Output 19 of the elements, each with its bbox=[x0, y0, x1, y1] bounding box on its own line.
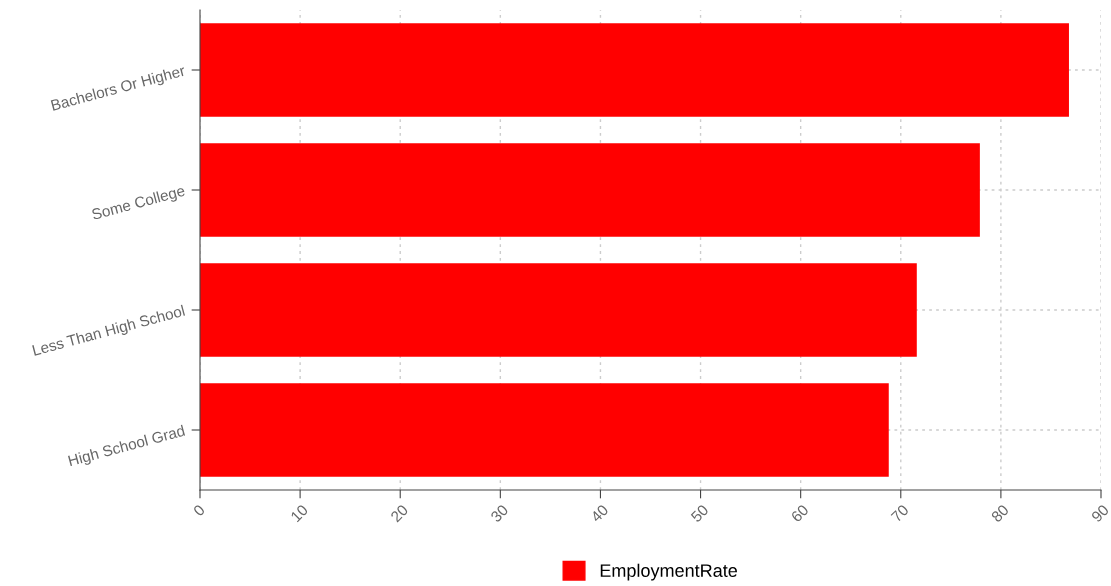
x-tick-label: 50 bbox=[690, 503, 710, 523]
x-tick-label: 90 bbox=[1090, 503, 1110, 523]
x-tick-label: 60 bbox=[790, 503, 810, 523]
bar bbox=[200, 143, 980, 237]
x-tick-label: 70 bbox=[890, 503, 910, 523]
bar bbox=[200, 263, 917, 357]
x-tick-label: 0 bbox=[192, 503, 206, 517]
x-tick-label: 20 bbox=[390, 503, 409, 523]
x-tick-label: 10 bbox=[290, 503, 309, 523]
y-tick-label: Less Than High School bbox=[32, 304, 186, 359]
y-tick-label: Bachelors Or Higher bbox=[50, 64, 187, 114]
bar bbox=[200, 383, 889, 477]
x-tick-label: 40 bbox=[589, 503, 609, 523]
x-tick-label: 30 bbox=[489, 503, 509, 523]
y-tick-label: High School Grad bbox=[67, 424, 186, 470]
x-tick-label: 80 bbox=[990, 503, 1010, 523]
y-tick-label: Some College bbox=[91, 184, 187, 223]
bar bbox=[200, 23, 1069, 117]
legend-label: EmploymentRate bbox=[600, 563, 737, 581]
